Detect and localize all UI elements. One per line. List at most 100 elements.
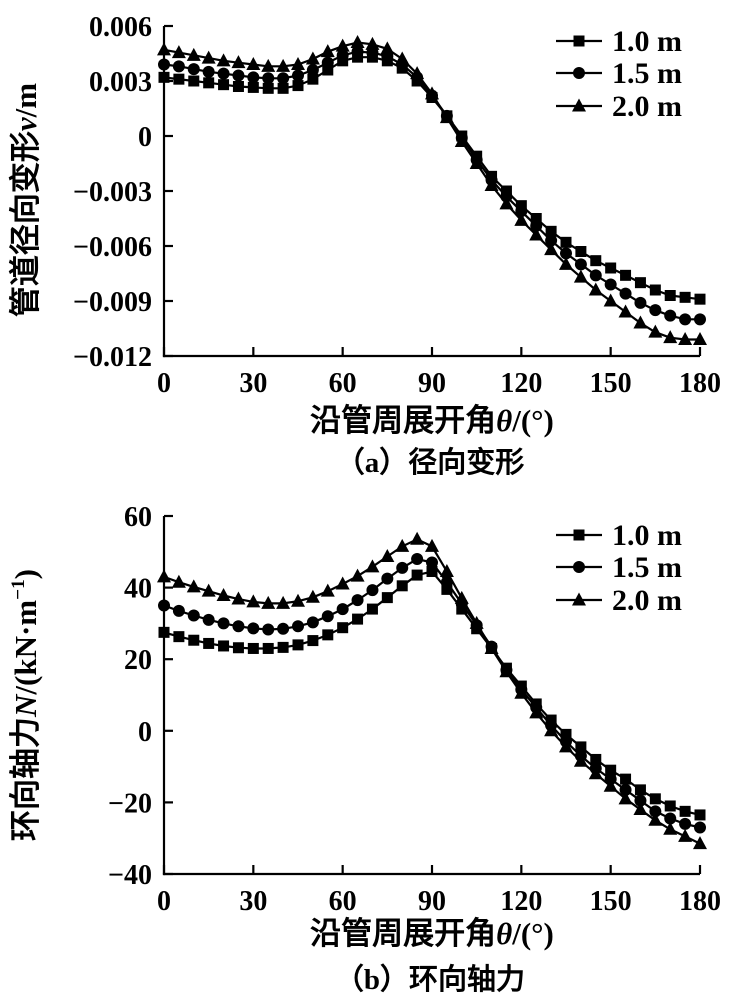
legend-b: 1.0 m1.5 m2.0 m xyxy=(556,519,682,617)
circle-marker xyxy=(664,812,677,825)
circle-marker xyxy=(411,552,424,565)
y-tick-label: −40 xyxy=(108,860,152,891)
triangle-marker xyxy=(380,41,395,55)
triangle-marker xyxy=(335,576,350,590)
circle-marker xyxy=(679,817,692,830)
legend-item-circle: 1.5 m xyxy=(556,551,682,584)
square-marker xyxy=(560,236,572,248)
legend-label: 2.0 m xyxy=(612,90,682,123)
square-marker xyxy=(203,77,215,89)
y-tick-label: −20 xyxy=(108,788,152,819)
x-tick-label: 0 xyxy=(157,886,171,917)
y-axis-label-b: 环向轴力N/(kN·m−1) xyxy=(8,569,43,841)
legend-square-marker xyxy=(573,35,585,47)
triangle-marker xyxy=(216,587,231,601)
triangle-marker xyxy=(410,531,425,545)
triangle-marker xyxy=(618,304,633,318)
triangle-marker xyxy=(678,332,693,345)
legend-item-square: 1.0 m xyxy=(556,25,682,58)
square-marker xyxy=(634,277,646,289)
square-marker xyxy=(292,80,304,92)
circle-marker xyxy=(381,572,394,585)
square-marker xyxy=(545,225,557,237)
y-tick-label: 40 xyxy=(124,574,152,605)
circle-marker xyxy=(172,60,185,73)
square-marker xyxy=(247,642,259,654)
y-tick-label: 0.003 xyxy=(89,67,152,98)
legend-item-triangle: 2.0 m xyxy=(556,90,682,123)
legend-label: 1.0 m xyxy=(612,25,682,58)
circle-marker xyxy=(232,69,245,82)
triangle-marker xyxy=(514,212,529,226)
triangle-marker xyxy=(425,86,439,100)
triangle-marker xyxy=(529,227,544,241)
circle-marker xyxy=(366,584,379,597)
x-tick-label: 180 xyxy=(679,886,721,917)
triangle-marker xyxy=(186,47,201,61)
x-axis-label-a: 沿管周展开角θ/(°) xyxy=(310,403,554,438)
triangle-marker xyxy=(439,563,454,577)
triangle-marker xyxy=(395,51,410,65)
circle-marker xyxy=(679,313,692,326)
triangle-marker xyxy=(603,778,618,792)
triangle-marker xyxy=(246,594,261,608)
caption-b: （b）环向轴力 xyxy=(335,963,525,996)
square-marker xyxy=(694,293,706,305)
circle-marker xyxy=(321,56,334,69)
legend-a: 1.0 m1.5 m2.0 m xyxy=(556,25,682,123)
series-layer-b xyxy=(157,531,707,850)
circle-marker xyxy=(545,234,558,247)
legend-triangle-marker xyxy=(572,98,586,112)
circle-marker xyxy=(649,805,662,818)
triangle-marker xyxy=(439,110,454,124)
square-marker xyxy=(262,82,274,94)
square-marker xyxy=(173,73,185,85)
circle-marker xyxy=(172,604,185,617)
triangle-marker xyxy=(663,330,678,344)
triangle-marker xyxy=(648,812,663,826)
triangle-marker xyxy=(484,640,499,654)
circle-marker xyxy=(247,622,260,635)
triangle-marker xyxy=(425,538,439,552)
triangle-marker xyxy=(201,583,216,597)
triangle-marker xyxy=(618,791,633,805)
circle-marker xyxy=(321,610,334,623)
y-tick-label: 60 xyxy=(124,503,152,533)
square-marker xyxy=(396,580,408,592)
triangle-marker xyxy=(633,315,648,329)
square-marker xyxy=(322,629,334,641)
triangle-marker xyxy=(499,664,514,678)
square-marker xyxy=(649,284,661,296)
triangle-marker xyxy=(678,828,693,842)
triangle-marker xyxy=(261,58,276,72)
y-tick-label: −0.012 xyxy=(73,342,152,373)
square-marker xyxy=(441,583,453,595)
triangle-marker xyxy=(157,569,171,583)
chart-panel-b: 60 40 20 0 −20 −40 0 30 60 90 120 150 180 1.0 m 1.5 m… xyxy=(0,503,739,1006)
square-marker xyxy=(411,569,423,581)
x-tick-label: 180 xyxy=(679,368,721,399)
x-axis-label-b: 沿管周展开角θ/(°) xyxy=(310,916,554,951)
triangle-marker xyxy=(216,53,231,67)
circle-marker xyxy=(306,64,319,76)
triangle-marker xyxy=(320,44,335,58)
triangle-marker xyxy=(261,595,276,609)
square-marker xyxy=(173,631,185,643)
y-tick-label: 0.006 xyxy=(89,12,152,43)
x-tick-label: 0 xyxy=(157,368,171,399)
circle-marker xyxy=(217,617,230,630)
triangle-marker xyxy=(231,591,246,605)
circle-marker xyxy=(247,71,260,84)
square-marker xyxy=(322,64,334,76)
triangle-marker xyxy=(157,42,171,56)
circle-marker xyxy=(396,561,409,574)
circle-marker xyxy=(649,304,662,317)
triangle-marker xyxy=(588,282,603,296)
square-marker xyxy=(634,784,646,796)
circle-marker xyxy=(664,309,677,322)
square-marker xyxy=(188,75,200,87)
triangle-marker xyxy=(544,723,559,737)
triangle-marker xyxy=(171,45,186,59)
